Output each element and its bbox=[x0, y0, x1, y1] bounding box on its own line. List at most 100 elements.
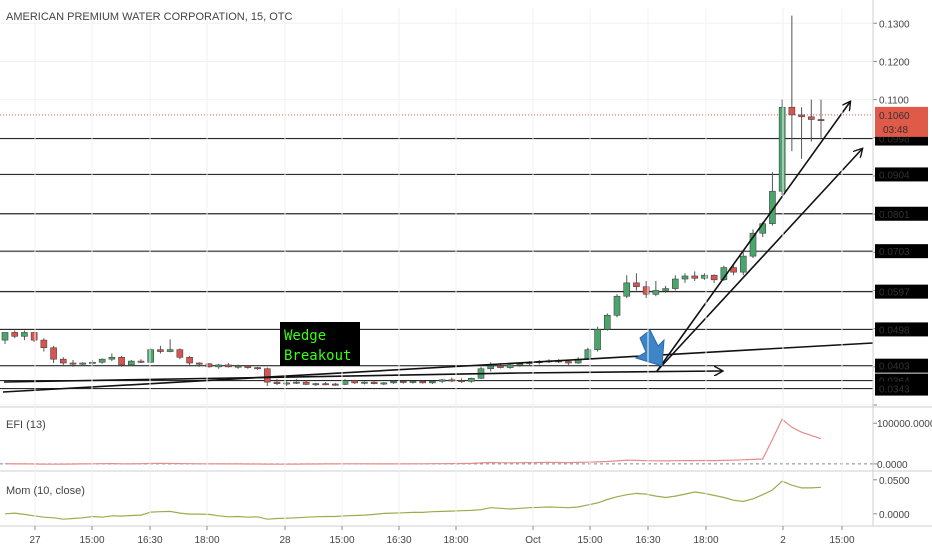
candle bbox=[273, 379, 281, 386]
candle bbox=[467, 377, 475, 383]
candle bbox=[205, 363, 213, 368]
x-tick-label: 16:30 bbox=[635, 535, 660, 546]
candle bbox=[506, 363, 514, 369]
candle-body bbox=[244, 365, 252, 368]
candle-body bbox=[497, 365, 504, 368]
candle-body bbox=[157, 349, 164, 352]
candle bbox=[429, 380, 436, 385]
candle bbox=[419, 380, 427, 384]
candle-body bbox=[623, 282, 631, 297]
x-tick-label: 15:00 bbox=[329, 535, 354, 546]
candle-body bbox=[176, 349, 184, 358]
candle bbox=[351, 379, 359, 385]
momentum-tick-label: 0.0000 bbox=[879, 510, 910, 521]
candle bbox=[137, 359, 145, 364]
candle bbox=[710, 274, 718, 283]
candle bbox=[603, 313, 611, 331]
x-tick-label: 18:00 bbox=[443, 535, 468, 546]
x-tick-label: 15:00 bbox=[79, 535, 104, 546]
candle bbox=[613, 294, 621, 318]
efi-line bbox=[4, 418, 822, 465]
candle bbox=[390, 380, 397, 385]
candle-body bbox=[30, 332, 38, 341]
level-label: 0.0597 bbox=[879, 288, 910, 299]
level-badge bbox=[875, 206, 928, 221]
candle-body bbox=[438, 379, 446, 382]
candle-body bbox=[516, 363, 524, 366]
candle bbox=[380, 382, 388, 386]
x-tick-label: 27 bbox=[29, 535, 41, 546]
trend-line bbox=[2, 342, 874, 393]
candle bbox=[293, 379, 300, 385]
candle bbox=[691, 271, 699, 281]
momentum-label: Mom (10, close) bbox=[6, 485, 85, 497]
candle-body bbox=[312, 383, 320, 386]
candle bbox=[671, 275, 679, 291]
candle bbox=[730, 264, 737, 276]
chart-title: AMERICAN PREMIUM WATER CORPORATION, 15, … bbox=[6, 11, 292, 23]
candle bbox=[594, 326, 601, 352]
candle bbox=[166, 339, 174, 353]
x-tick-label: Oct bbox=[525, 535, 541, 546]
x-tick-label: 18:00 bbox=[194, 535, 219, 546]
level-badge bbox=[875, 244, 928, 259]
y-tick-label: 0.1300 bbox=[879, 19, 910, 30]
candle-body bbox=[11, 332, 19, 337]
candle bbox=[458, 378, 465, 383]
candle-body bbox=[302, 381, 310, 385]
candle-body bbox=[273, 381, 281, 384]
level-label: 0.0998 bbox=[879, 135, 910, 146]
candle-body bbox=[613, 295, 621, 316]
candle-body bbox=[331, 383, 339, 386]
candle bbox=[244, 365, 252, 369]
annotation-line-1: Wedge bbox=[284, 328, 326, 344]
candle bbox=[21, 330, 28, 341]
candle bbox=[157, 345, 164, 354]
trend-arrow bbox=[656, 149, 862, 372]
candle-body bbox=[749, 232, 757, 257]
candle-body bbox=[409, 381, 417, 383]
candle bbox=[652, 280, 660, 297]
candle-body bbox=[370, 381, 378, 384]
level-badge bbox=[875, 381, 928, 396]
level-label: 0.0904 bbox=[879, 170, 910, 181]
candle-body bbox=[69, 362, 77, 365]
level-label: 0.0801 bbox=[879, 210, 910, 221]
candle bbox=[30, 331, 38, 343]
candle-body bbox=[166, 349, 174, 352]
last-price-label: 0.1060 bbox=[879, 111, 910, 122]
candle-body bbox=[603, 314, 611, 330]
candle bbox=[108, 353, 116, 362]
x-tick-label: 15:00 bbox=[829, 535, 854, 546]
candle-body bbox=[40, 339, 48, 349]
annotation-box bbox=[280, 322, 360, 366]
candle bbox=[69, 359, 77, 367]
candle-body bbox=[1, 332, 9, 341]
price-pane: 0.1300 0.1200 0.1100 0.0998 0.0904 0.0801 0.07… bbox=[0, 15, 932, 408]
candle-body bbox=[186, 356, 193, 364]
candle-body bbox=[642, 286, 650, 295]
candle bbox=[769, 172, 776, 226]
candle-body bbox=[798, 114, 805, 118]
candle-body bbox=[361, 381, 368, 384]
x-tick-label: 2 bbox=[780, 535, 786, 546]
candle-body bbox=[594, 329, 601, 350]
momentum-tick-label: 0.0500 bbox=[879, 476, 910, 487]
level-badge bbox=[875, 167, 928, 182]
candle-body bbox=[710, 274, 718, 281]
level-label: 0.0498 bbox=[879, 325, 910, 336]
candle-body bbox=[817, 119, 825, 121]
candle bbox=[817, 99, 825, 138]
candle-body bbox=[79, 362, 87, 365]
candle-body bbox=[633, 282, 640, 287]
candle-body bbox=[50, 347, 57, 360]
candle-body bbox=[341, 380, 349, 385]
candle-body bbox=[788, 106, 796, 116]
candle-body bbox=[234, 365, 242, 368]
candle-body bbox=[448, 379, 456, 382]
candle bbox=[234, 364, 242, 369]
x-tick-label: 15:00 bbox=[577, 535, 602, 546]
candle-body bbox=[681, 275, 689, 280]
momentum-pane: 0.0500 0.0000 bbox=[4, 476, 910, 521]
